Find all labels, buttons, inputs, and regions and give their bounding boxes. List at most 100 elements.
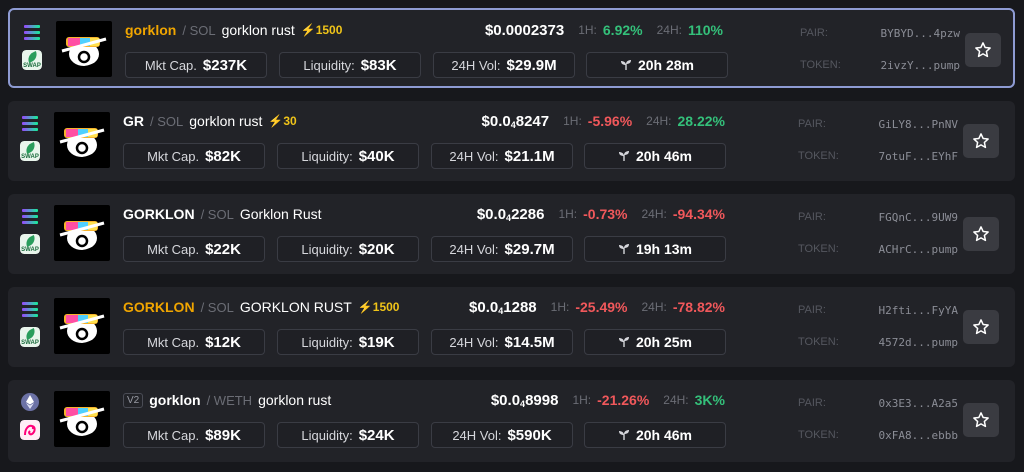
base-symbol[interactable]: GORKLON (123, 206, 195, 222)
base-symbol[interactable]: gorklon (125, 22, 177, 38)
price: $0.048247 (481, 112, 550, 130)
sprout-icon (618, 430, 629, 440)
price-line: $0.042286 1H: -0.73% 24H: -94.34% (477, 204, 725, 224)
pair-card[interactable]: V2 gorklon / WETH gorklon rust Mkt Cap. $… (8, 380, 1015, 462)
sprout-icon (618, 337, 629, 347)
volume-box: 24H Vol: $21.1M (431, 143, 573, 169)
sprout-icon (618, 151, 629, 161)
pair-age: 20h 25m (635, 334, 693, 350)
age-box: 20h 46m (584, 422, 726, 448)
base-symbol[interactable]: GORKLON (123, 299, 195, 315)
token-name: gorklon rust (258, 392, 332, 408)
pair-age: 19h 13m (635, 241, 693, 257)
pair-address[interactable]: BYBYD...4pzw (880, 26, 960, 40)
h1-change: -25.49% (575, 299, 628, 315)
base-symbol[interactable]: GR (123, 113, 144, 129)
token-logo[interactable] (54, 298, 110, 354)
volume-value: $590K (507, 426, 552, 444)
market-cap-value: $22K (205, 240, 241, 258)
volume-value: $14.5M (504, 333, 555, 351)
dex-icon: SWAP (20, 327, 40, 347)
liquidity-box: Liquidity: $20K (277, 236, 419, 262)
market-cap-box: Mkt Cap. $22K (123, 236, 265, 262)
token-address-row[interactable]: TOKEN: 0xFA8...ebbb (798, 428, 958, 442)
token-name: gorklon rust (189, 113, 263, 129)
h1-change: 6.92% (602, 22, 643, 38)
liquidity-box: Liquidity: $83K (279, 52, 421, 78)
pair-address-row[interactable]: PAIR: GiLY8...PnNV (798, 117, 958, 131)
token-logo[interactable] (54, 205, 110, 261)
sprout-icon (620, 60, 631, 70)
pair-title: GORKLON / SOL GORKLON RUST ⚡1500 (123, 297, 399, 317)
pair-title: gorklon / SOL gorklon rust ⚡1500 (125, 20, 342, 40)
token-address[interactable]: ACHrC...pump (878, 242, 958, 256)
h24-label: 24H: (656, 23, 682, 37)
h1-change: -5.96% (587, 113, 633, 129)
favorite-button[interactable] (965, 33, 1001, 67)
token-address[interactable]: 2ivzY...pump (880, 58, 960, 72)
volume-box: 24H Vol: $14.5M (431, 329, 573, 355)
liquidity-label: Liquidity: (301, 148, 353, 164)
token-address[interactable]: 4572d...pump (878, 335, 958, 349)
token-address[interactable]: 0xFA8...ebbb (878, 428, 958, 442)
pair-age: 20h 28m (637, 57, 695, 73)
token-address-row[interactable]: TOKEN: ACHrC...pump (798, 242, 958, 256)
h1-label: 1H: (558, 207, 578, 221)
h24-change: 3K% (694, 392, 725, 408)
favorite-button[interactable] (963, 403, 999, 437)
h24-label: 24H: (663, 393, 689, 407)
volume-value: $29.9M (506, 56, 557, 74)
market-cap-box: Mkt Cap. $82K (123, 143, 265, 169)
market-cap-box: Mkt Cap. $12K (123, 329, 265, 355)
quote-symbol: / SOL (200, 299, 234, 315)
market-cap-box: Mkt Cap. $89K (123, 422, 265, 448)
pair-card[interactable]: SWAP GR / SOL gorklon rust ⚡30 Mkt Cap. $… (8, 101, 1015, 181)
h1-label: 1H: (572, 393, 592, 407)
chain-icon (20, 206, 40, 226)
volume-value: $29.7M (504, 240, 555, 258)
favorite-button[interactable] (963, 124, 999, 158)
pair-card[interactable]: SWAP GORKLON / SOL Gorklon Rust Mkt Cap.… (8, 194, 1015, 274)
boost-badge: ⚡1500 (300, 23, 343, 37)
pair-card[interactable]: SWAP GORKLON / SOL GORKLON RUST ⚡1500 Mk… (8, 287, 1015, 367)
token-address-row[interactable]: TOKEN: 4572d...pump (798, 335, 958, 349)
market-cap-label: Mkt Cap. (147, 334, 200, 350)
dex-icon: SWAP (22, 50, 42, 70)
token-address-row[interactable]: TOKEN: 2ivzY...pump (800, 58, 960, 72)
favorite-button[interactable] (963, 217, 999, 251)
pair-address[interactable]: 0x3E3...A2a5 (878, 396, 958, 410)
liquidity-label: Liquidity: (301, 241, 353, 257)
pair-card[interactable]: SWAP gorklon / SOL gorklon rust ⚡1500 Mk… (8, 8, 1015, 88)
pair-address-row[interactable]: PAIR: H2fti...FyYA (798, 303, 958, 317)
pair-address[interactable]: GiLY8...PnNV (878, 117, 958, 131)
quote-symbol: / WETH (206, 392, 253, 408)
pair-address-row[interactable]: PAIR: BYBYD...4pzw (800, 26, 960, 40)
h24-label: 24H: (641, 300, 667, 314)
liquidity-box: Liquidity: $40K (277, 143, 419, 169)
pair-address[interactable]: FGQnC...9UW9 (878, 210, 958, 224)
token-logo[interactable] (54, 112, 110, 168)
pair-address-row[interactable]: PAIR: 0x3E3...A2a5 (798, 396, 958, 410)
token-address-row[interactable]: TOKEN: 7otuF...EYhF (798, 149, 958, 163)
market-cap-label: Mkt Cap. (147, 148, 200, 164)
boost-badge: ⚡1500 (357, 300, 400, 314)
volume-label: 24H Vol: (449, 334, 499, 350)
chain-icon (22, 22, 42, 42)
price: $0.041288 (469, 298, 537, 316)
chain-icon (20, 392, 40, 412)
token-logo[interactable] (56, 21, 112, 77)
liquidity-box: Liquidity: $24K (277, 422, 419, 448)
pair-address[interactable]: H2fti...FyYA (878, 303, 958, 317)
volume-label: 24H Vol: (449, 241, 499, 257)
pair-address-row[interactable]: PAIR: FGQnC...9UW9 (798, 210, 958, 224)
market-cap-value: $12K (205, 333, 241, 351)
age-box: 20h 25m (584, 329, 726, 355)
h1-label: 1H: (563, 114, 582, 128)
favorite-button[interactable] (963, 310, 999, 344)
token-address[interactable]: 7otuF...EYhF (878, 149, 958, 163)
market-cap-value: $82K (205, 147, 241, 165)
price-line: $0.048247 1H: -5.96% 24H: 28.22% (482, 111, 725, 131)
token-logo[interactable] (54, 391, 110, 447)
base-symbol[interactable]: gorklon (149, 392, 201, 408)
age-box: 20h 28m (586, 52, 728, 78)
